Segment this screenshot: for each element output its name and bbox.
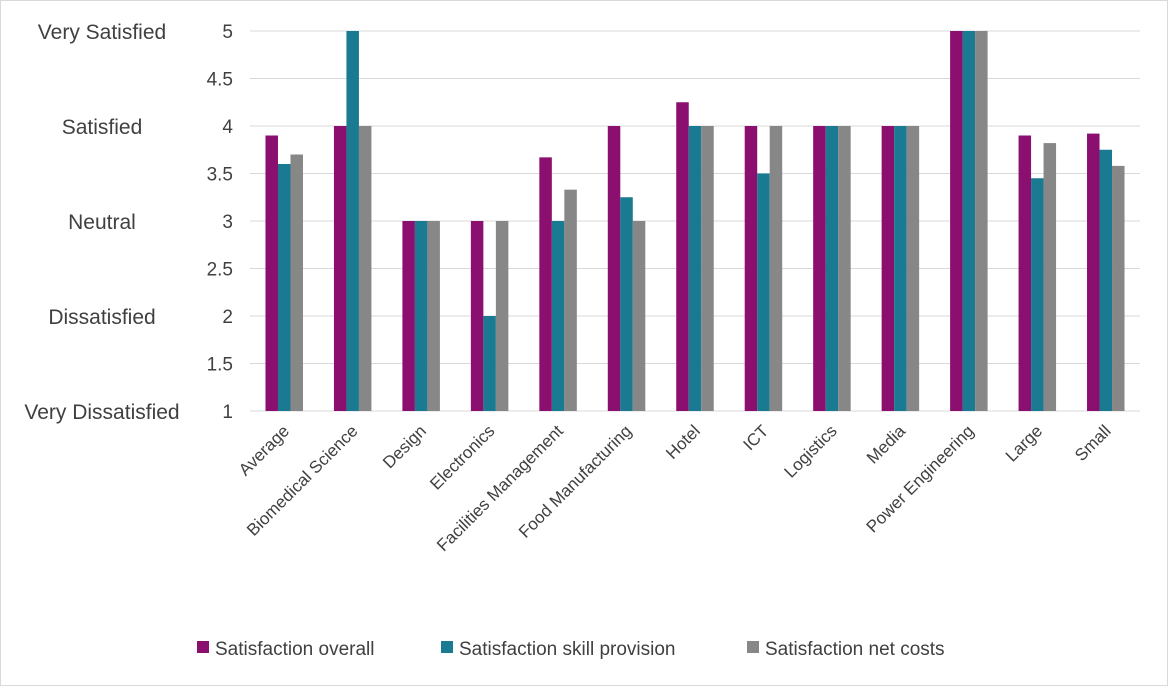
y-qualitative-label: Neutral (68, 211, 136, 234)
bar-satisfaction-skill-provision (688, 126, 702, 411)
y-tick-label: 4 (222, 117, 233, 138)
legend-swatch (747, 641, 759, 653)
bar-satisfaction-overall (1018, 135, 1032, 411)
x-category-label: Design (379, 421, 430, 472)
x-category-label: ICT (739, 421, 772, 454)
bar-satisfaction-net-costs (495, 221, 509, 411)
bars (265, 31, 1125, 411)
x-category-label: Media (863, 421, 910, 468)
bar-satisfaction-overall (470, 221, 484, 411)
x-category-label: Hotel (662, 421, 703, 462)
x-category-label: Small (1071, 421, 1114, 464)
legend-label: Satisfaction overall (215, 639, 374, 660)
bar-satisfaction-skill-provision (277, 164, 291, 411)
bar-satisfaction-skill-provision (757, 173, 770, 411)
y-tick-label: 1 (222, 402, 233, 423)
y-tick-label: 2 (222, 307, 233, 328)
bar-satisfaction-net-costs (1043, 143, 1057, 411)
bar-satisfaction-net-costs (701, 126, 714, 411)
bar-satisfaction-overall (676, 102, 689, 411)
bar-satisfaction-net-costs (975, 31, 988, 411)
x-category-label: Facilities Management (433, 421, 567, 555)
bar-satisfaction-skill-provision (894, 126, 907, 411)
bar-satisfaction-skill-provision (414, 221, 428, 411)
bar-satisfaction-skill-provision (825, 126, 839, 411)
bar-satisfaction-overall (813, 126, 826, 411)
bar-satisfaction-overall (881, 126, 895, 411)
legend-swatch (441, 641, 453, 653)
bar-satisfaction-overall (744, 126, 758, 411)
y-qualitative-label: Satisfied (62, 116, 143, 139)
y-qualitative-labels: Very Satisfied Satisfied Neutral Dissatisfi… (24, 21, 179, 424)
y-tick-label: 2.5 (207, 260, 233, 281)
bar-satisfaction-overall (265, 135, 278, 411)
bar-satisfaction-net-costs (906, 126, 920, 411)
legend-label: Satisfaction skill provision (459, 639, 675, 660)
x-category-label: Electronics (426, 421, 498, 493)
y-tick-label: 1.5 (207, 355, 233, 376)
bar-satisfaction-skill-provision (1099, 149, 1113, 411)
bar-satisfaction-net-costs (358, 126, 372, 411)
bar-satisfaction-overall (950, 31, 963, 411)
bar-satisfaction-skill-provision (551, 221, 565, 411)
bar-satisfaction-net-costs (769, 126, 783, 411)
bar-satisfaction-net-costs (290, 154, 303, 411)
x-category-label: Large (1002, 421, 1046, 465)
x-category-label: Average (235, 421, 293, 479)
bar-satisfaction-overall (402, 221, 415, 411)
x-category-label: Logistics (781, 421, 841, 481)
bar-satisfaction-overall (607, 126, 621, 411)
legend: Satisfaction overall Satisfaction skill p… (197, 639, 945, 660)
bar-satisfaction-net-costs (564, 189, 577, 411)
bar-satisfaction-net-costs (427, 221, 440, 411)
y-qualitative-label: Very Satisfied (38, 21, 166, 44)
y-qualitative-label: Dissatisfied (48, 306, 155, 329)
bar-satisfaction-overall (333, 126, 347, 411)
bar-satisfaction-skill-provision (962, 31, 976, 411)
y-tick-label: 3 (222, 212, 233, 233)
y-axis-ticks: 1 1.5 2 2.5 3 3.5 4 4.5 5 (207, 22, 234, 423)
legend-swatch (197, 641, 209, 653)
bar-satisfaction-net-costs (1112, 165, 1125, 411)
bar-satisfaction-net-costs (632, 221, 646, 411)
bar-satisfaction-skill-provision (620, 197, 633, 411)
bar-satisfaction-skill-provision (346, 31, 359, 411)
y-tick-label: 4.5 (207, 70, 233, 91)
bar-satisfaction-net-costs (838, 126, 851, 411)
bar-satisfaction-skill-provision (1031, 178, 1044, 411)
bar-satisfaction-overall (1087, 133, 1100, 411)
legend-label: Satisfaction net costs (765, 639, 945, 660)
bar-satisfaction-overall (539, 157, 552, 411)
y-tick-label: 3.5 (207, 165, 233, 186)
x-category-label: Food Manufacturing (515, 421, 635, 541)
y-qualitative-label: Very Dissatisfied (24, 401, 179, 424)
y-tick-label: 5 (222, 22, 233, 43)
bar-satisfaction-skill-provision (483, 316, 496, 411)
